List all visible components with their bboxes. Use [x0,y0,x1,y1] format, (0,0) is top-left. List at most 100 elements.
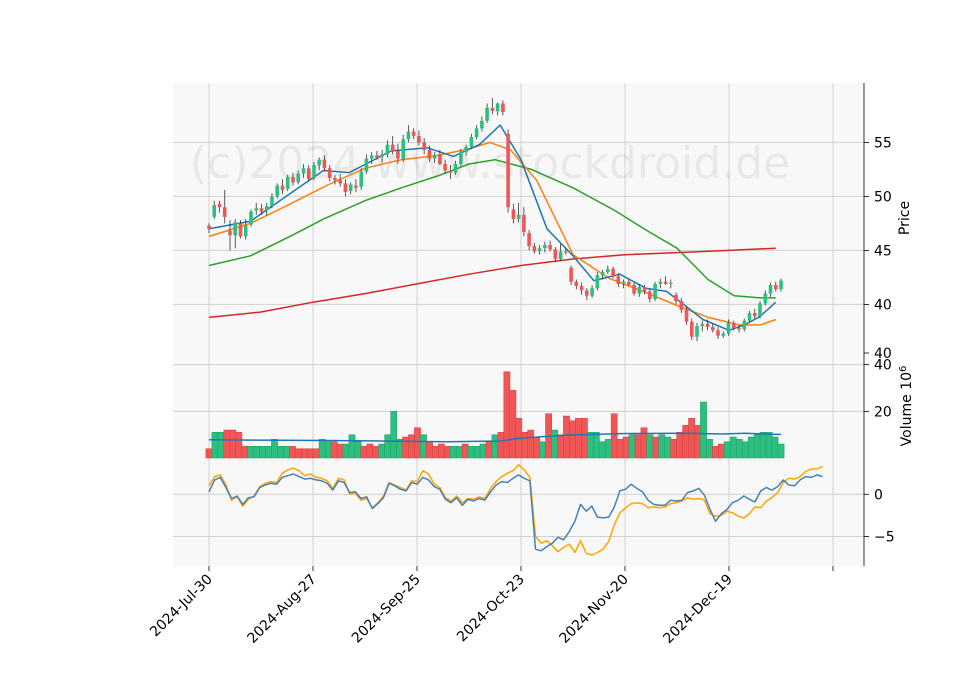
volume-bar [640,427,648,459]
candle [763,290,768,306]
volume-bar [497,432,505,459]
volume-bar [283,446,290,459]
candle [585,288,589,301]
candle [569,265,573,285]
candle [291,172,295,186]
oscillator-tick-label: −5 [874,529,895,545]
watermark: (c)2024 www.stockdroid.de [190,138,790,189]
candle-body [758,303,762,317]
candle-body [642,287,647,292]
volume-bar [247,446,255,459]
candle-body [627,281,631,285]
candle [348,182,353,195]
volume-bar [586,432,594,459]
candle-body [380,154,384,157]
sma10-line [208,124,777,332]
candle [375,151,379,160]
volume-bar [289,446,296,459]
candle-body [427,150,432,159]
candle [537,245,542,255]
volume-bar [712,446,719,459]
candle-body [401,139,405,159]
volume-bar [598,441,606,459]
candle [606,265,610,275]
candle-body [469,137,474,147]
candle [648,289,652,303]
candle-body [243,225,248,237]
volume-bar [557,434,564,459]
volume-bar [253,446,261,459]
candle-body [495,103,500,112]
volume-bar [229,429,237,459]
candle [474,125,479,140]
candle-body [422,142,426,150]
volume-bar [211,432,219,459]
candle-body [238,223,243,237]
volume-bar [634,434,642,459]
candle-body [732,322,736,329]
candle-body [322,159,327,169]
candle-body [763,293,768,304]
candle [264,202,269,216]
candle [574,279,579,290]
candle [511,203,516,224]
candle-body [333,178,337,181]
price-tick-label: 50 [874,189,892,205]
candle [627,278,631,287]
candle [579,282,584,295]
volume-bar [384,434,392,459]
price-tick-label: 40 [874,297,892,313]
volume-bar [765,432,773,459]
candle-body [249,211,253,225]
volume-bar [354,441,362,459]
candle-body [501,103,505,113]
candle-body [742,320,747,330]
candle-body [228,231,232,236]
candle-body [369,155,374,159]
candle [616,273,621,288]
candle-body [674,294,678,302]
volume-bar [509,390,517,459]
candle-body [254,208,258,211]
sma50-line [208,158,776,299]
candle [742,318,747,332]
price-tick-label: 55 [874,135,892,151]
candle-body [390,144,395,152]
candle-body [632,285,636,294]
volume-bar [473,446,481,459]
volume-bar [330,441,338,459]
candle [690,318,694,341]
volume-bar [432,446,439,459]
candle-body [522,214,526,233]
candle [705,319,710,331]
candle [637,283,642,297]
candle [322,155,327,172]
volume-bar [485,441,493,459]
volume-tick-label: 20 [874,404,892,420]
candle-body [285,177,290,189]
candle-body [595,275,600,289]
volume-bar [664,436,672,459]
candle [207,223,211,234]
volume-bar [318,439,326,459]
candle-body [774,285,778,290]
candle [501,100,505,116]
volume-bar [336,443,344,459]
volume-bar [295,448,302,459]
x-tick-label: 2024-Aug-27 [244,572,319,647]
volume-tick-label: 40 [874,358,892,374]
candle-body [658,281,663,284]
candle-body [417,135,421,143]
volume-bar [521,432,529,459]
candle-body [737,328,741,330]
volume-bar [747,436,755,459]
candle-body [306,168,311,180]
candle [396,143,400,164]
volume-bar [366,443,374,459]
candle [432,152,437,163]
candle [254,202,258,215]
candle-body [459,152,463,164]
candle [443,159,447,174]
candle-body [700,323,705,326]
